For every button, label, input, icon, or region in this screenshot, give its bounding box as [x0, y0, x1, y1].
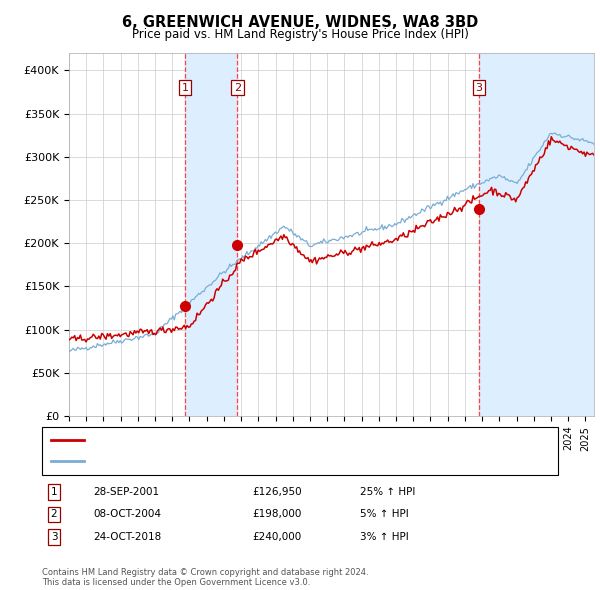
Text: 6, GREENWICH AVENUE, WIDNES, WA8 3BD (detached house): 6, GREENWICH AVENUE, WIDNES, WA8 3BD (de… [90, 435, 412, 445]
Text: £240,000: £240,000 [252, 532, 301, 542]
Text: 3: 3 [476, 83, 482, 93]
Text: 1: 1 [50, 487, 58, 497]
Text: £126,950: £126,950 [252, 487, 302, 497]
Bar [479, 53, 594, 416]
Text: Contains HM Land Registry data © Crown copyright and database right 2024.
This d: Contains HM Land Registry data © Crown c… [42, 568, 368, 587]
Text: 25% ↑ HPI: 25% ↑ HPI [360, 487, 415, 497]
Text: 24-OCT-2018: 24-OCT-2018 [93, 532, 161, 542]
Text: 3% ↑ HPI: 3% ↑ HPI [360, 532, 409, 542]
Text: 5% ↑ HPI: 5% ↑ HPI [360, 510, 409, 519]
Text: Price paid vs. HM Land Registry's House Price Index (HPI): Price paid vs. HM Land Registry's House … [131, 28, 469, 41]
Text: HPI: Average price, detached house, Halton: HPI: Average price, detached house, Halt… [90, 457, 317, 467]
Text: £198,000: £198,000 [252, 510, 301, 519]
Text: 3: 3 [50, 532, 58, 542]
Bar [185, 53, 238, 416]
Text: 6, GREENWICH AVENUE, WIDNES, WA8 3BD: 6, GREENWICH AVENUE, WIDNES, WA8 3BD [122, 15, 478, 30]
Text: 1: 1 [182, 83, 188, 93]
Text: 2: 2 [234, 83, 241, 93]
Text: 28-SEP-2001: 28-SEP-2001 [93, 487, 159, 497]
Text: 2: 2 [50, 510, 58, 519]
Text: 08-OCT-2004: 08-OCT-2004 [93, 510, 161, 519]
